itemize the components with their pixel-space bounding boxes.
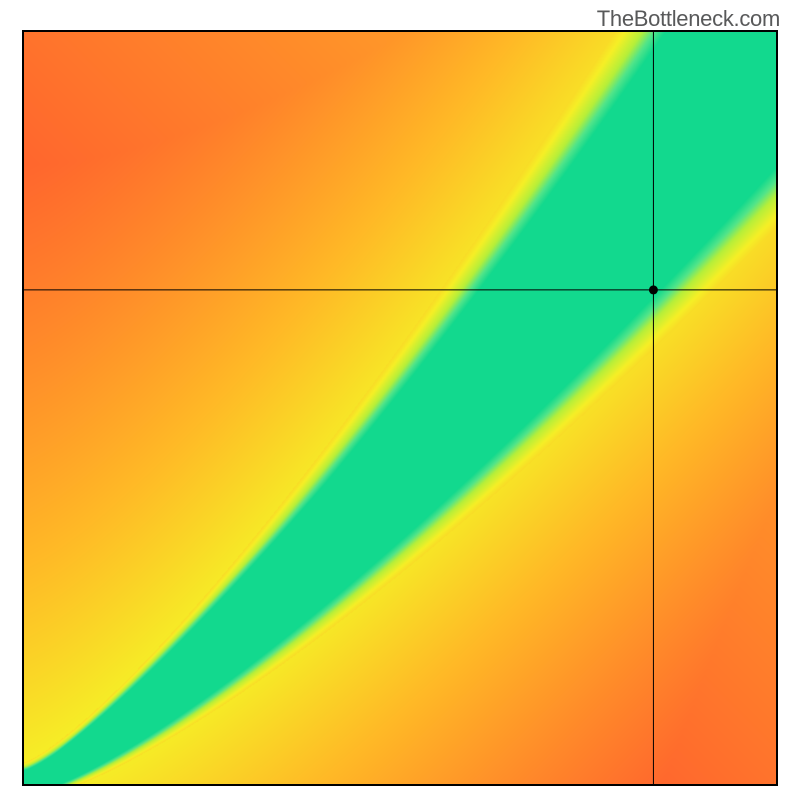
watermark-text: TheBottleneck.com [597, 6, 780, 32]
heatmap-canvas [24, 32, 776, 784]
bottleneck-heatmap [22, 30, 778, 786]
